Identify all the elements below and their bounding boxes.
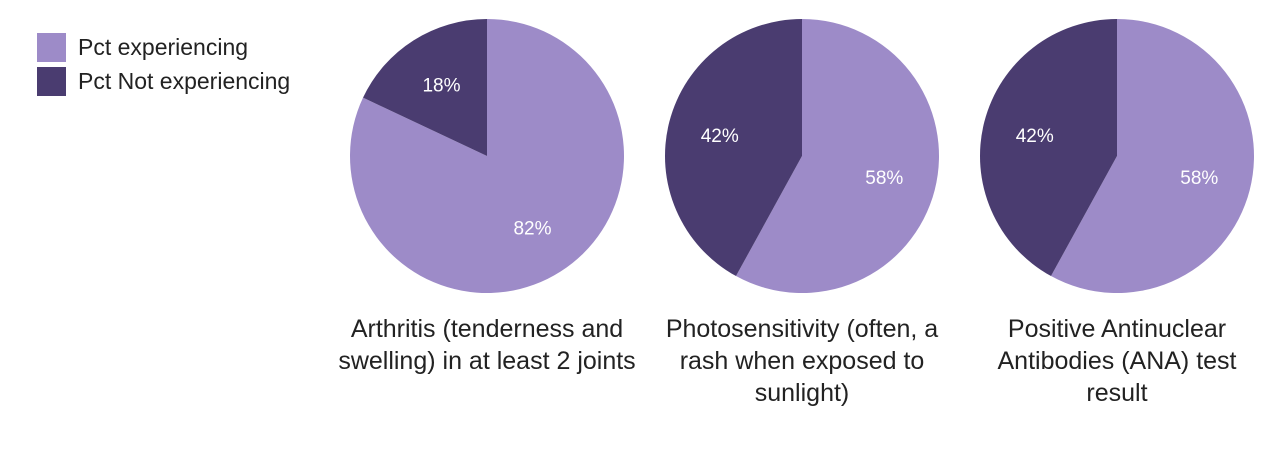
pie-title-arthritis: Arthritis (tenderness and swelling) in a… bbox=[338, 315, 636, 375]
legend-swatch-experiencing bbox=[37, 32, 66, 62]
pie-slice-photosensitivity-experiencing bbox=[735, 19, 940, 294]
pie-label-arthritis-experiencing: 82% bbox=[513, 219, 551, 240]
legend: Pct experiencing Pct Not experiencing bbox=[37, 30, 290, 98]
pie-slice-arthritis-not-experiencing bbox=[363, 19, 487, 156]
pie-label-ana-experiencing: 58% bbox=[1180, 168, 1218, 189]
legend-swatch-not-experiencing bbox=[37, 66, 66, 96]
pie-label-photosensitivity-experiencing: 58% bbox=[865, 168, 903, 189]
pie-slice-ana-experiencing bbox=[1050, 19, 1255, 294]
pie-slice-photosensitivity-not-experiencing bbox=[665, 19, 802, 277]
legend-label-not-experiencing: Pct Not experiencing bbox=[78, 67, 291, 94]
legend-item-not-experiencing: Pct Not experiencing bbox=[37, 64, 290, 98]
legend-item-experiencing: Pct experiencing bbox=[37, 30, 290, 64]
legend-label-experiencing: Pct experiencing bbox=[78, 33, 249, 60]
pie-slice-ana-not-experiencing bbox=[980, 19, 1117, 277]
pie-title-photosensitivity: Photosensitivity (often, a rash when exp… bbox=[665, 315, 939, 407]
pie-label-ana-not-experiencing: 42% bbox=[1016, 126, 1054, 147]
pie-title-ana: Positive Antinuclear Antibodies (ANA) te… bbox=[997, 315, 1237, 407]
pie-label-photosensitivity-not-experiencing: 42% bbox=[701, 126, 739, 147]
pie-label-arthritis-not-experiencing: 18% bbox=[422, 75, 460, 96]
